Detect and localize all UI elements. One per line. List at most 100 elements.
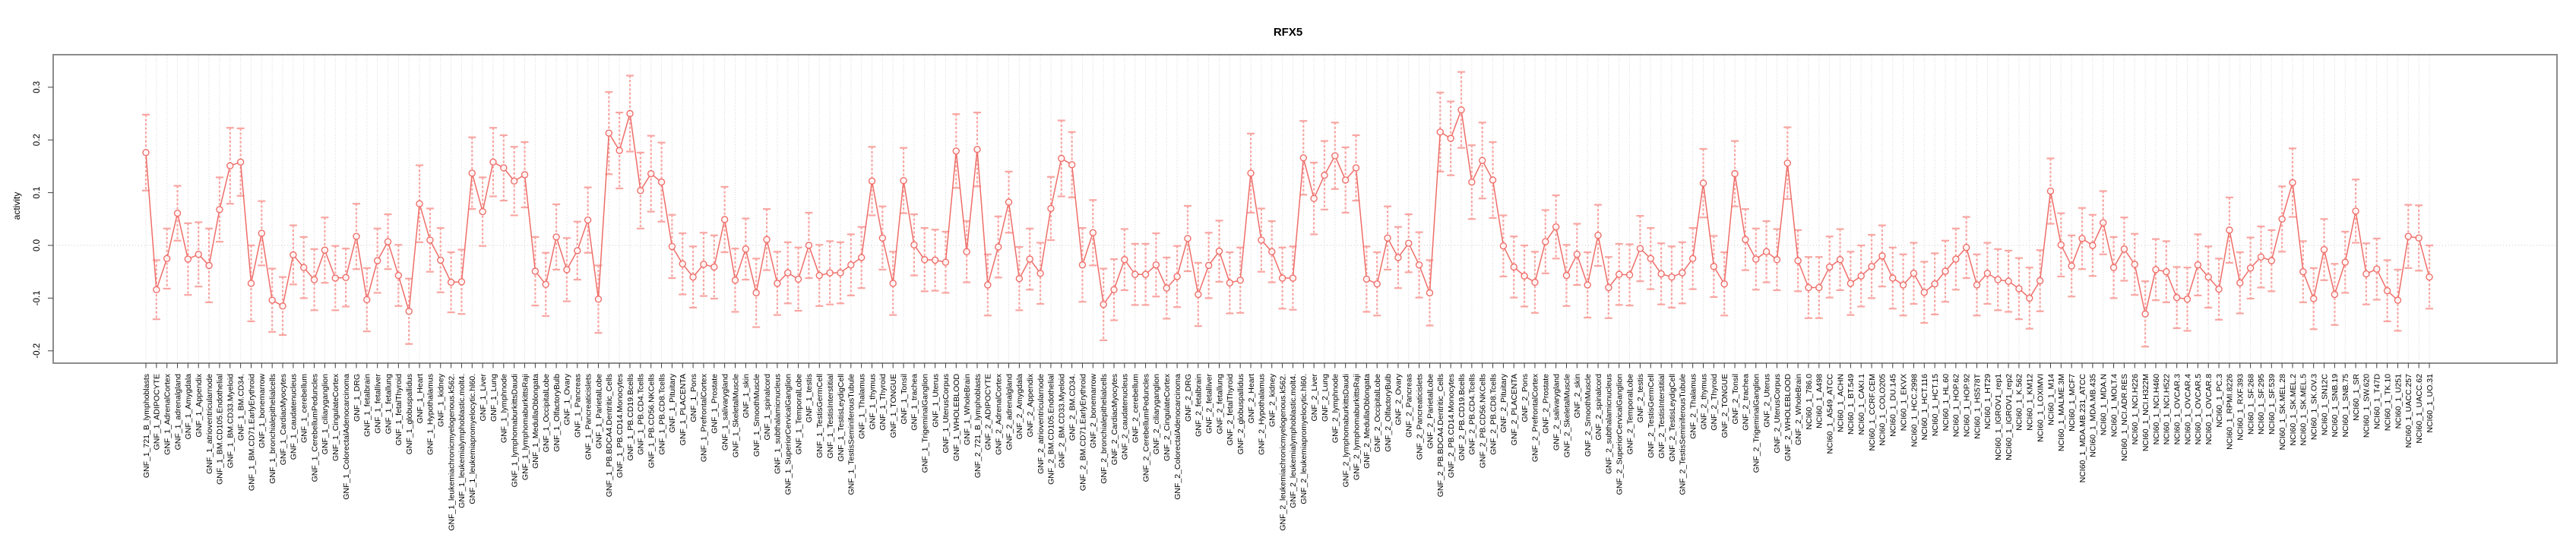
data-point: [1594, 232, 1602, 239]
data-point: [1047, 204, 1055, 213]
x-tick-label: GNF_1_TemporalLobe: [794, 374, 803, 454]
x-tick-label: GNF_1_Tonsil: [900, 374, 909, 425]
data-point: [1710, 263, 1718, 270]
x-tick-label: GNF_1_CingulateCortex: [331, 373, 340, 461]
data-point: [952, 147, 960, 155]
data-point: [1058, 154, 1065, 163]
data-point: [2341, 258, 2349, 266]
data-point: [2257, 253, 2265, 261]
x-tick-label: GNF_2_SmoothMuscle: [1584, 374, 1593, 457]
data-point: [279, 302, 286, 310]
x-tick-label: NCI60_1_CCRF.CEM: [1868, 374, 1877, 451]
x-tick-label: GNF_1_thymus: [868, 374, 877, 430]
data-point: [2215, 285, 2223, 293]
x-tick-label: GNF_1_fetallung: [384, 374, 393, 435]
data-point: [1373, 280, 1381, 288]
data-point: [1963, 244, 1970, 251]
x-tick-label: GNF_1_Thalamus: [857, 374, 866, 439]
data-point: [531, 267, 540, 275]
x-tick-label: NCI60_1_TK.10: [2383, 374, 2392, 431]
x-tick-label: NCI60_1_IGROV1_rep2: [2005, 374, 2014, 460]
data-point: [353, 232, 360, 240]
data-point: [2426, 273, 2433, 281]
x-tick-label: GNF_1_OccipitalLobe: [542, 374, 551, 452]
x-tick-label: GNF_2_skin: [1573, 374, 1582, 419]
x-tick-label: GNF_1_SmoothMuscle: [752, 374, 761, 457]
data-point: [1994, 276, 2002, 283]
data-point: [1226, 279, 1234, 286]
data-point: [1141, 270, 1150, 278]
data-point: [1762, 248, 1771, 256]
data-point: [479, 207, 486, 216]
data-point: [657, 179, 666, 186]
x-tick-label: NCI60_1_NCI.H322M: [2141, 374, 2150, 451]
data-point: [1952, 255, 1960, 263]
data-point: [1815, 283, 1823, 292]
x-tick-label: NCI60_1_PC.3: [2215, 374, 2224, 428]
data-point: [437, 256, 445, 264]
x-tick-label: NCI60_1_RPMI.8226: [2226, 374, 2235, 450]
data-point: [1321, 171, 1328, 179]
data-point: [163, 255, 171, 263]
x-tick-label: NCI60_1_HT29: [1983, 374, 1992, 429]
x-tick-label: GNF_1_spinalcord: [763, 374, 772, 441]
x-tick-label: GNF_2_subthalamicnucleus: [1605, 374, 1614, 474]
data-point: [142, 149, 150, 157]
x-tick-label: GNF_2_leukemiapromyelocytic.hl60.: [1299, 374, 1309, 504]
x-tick-label: NCI60_1_A498: [1815, 374, 1824, 428]
data-point: [468, 169, 476, 177]
x-tick-label: GNF_1_AdrenalCortex: [163, 373, 172, 455]
x-tick-label: GNF_2_ciliaryganglion: [1152, 374, 1161, 454]
x-tick-label: NCI60_1_SR: [2352, 374, 2361, 421]
x-tick-label: GNF_2_Thalamus: [1688, 374, 1698, 439]
x-tick-label: GNF_2_Pons: [1521, 374, 1530, 422]
data-point: [2394, 296, 2402, 304]
x-tick-label: GNF_1_fetalThyroid: [394, 374, 403, 446]
data-point: [742, 245, 750, 253]
plot-frame: [52, 54, 2558, 364]
data-point: [700, 261, 707, 268]
x-tick-label: NCI60_1_MDA.N: [2100, 374, 2109, 435]
x-tick-label: GNF_1_Thyroid: [878, 374, 888, 431]
data-point: [847, 261, 855, 269]
x-tick-label: GNF_1_PB.CD14.Monocytes: [616, 374, 625, 478]
y-axis-title: activity: [11, 191, 22, 220]
data-point: [300, 264, 308, 271]
x-tick-label: GNF_1_skin: [742, 374, 751, 419]
data-point: [331, 274, 339, 282]
data-point: [195, 251, 202, 258]
data-point: [1742, 236, 1749, 244]
data-point: [1036, 270, 1044, 277]
x-tick-label: GNF_1_721_B_lymphoblasts: [142, 374, 151, 478]
data-point: [889, 280, 897, 287]
data-point: [784, 269, 792, 277]
x-tick-label: GNF_1_ParietalLobe: [594, 374, 603, 449]
x-tick-label: GNF_2_Prostate: [1542, 374, 1551, 434]
x-tick-label: GNF_1_atrioventricularnode: [205, 374, 214, 474]
data-point: [1110, 286, 1118, 293]
data-point: [310, 276, 318, 283]
data-point: [679, 260, 686, 267]
data-point: [1078, 261, 1087, 269]
x-tick-label: GNF_2_atrioventricularnode: [1036, 374, 1046, 474]
x-tick-label: NCI60_1_RXF.393: [2236, 374, 2245, 441]
x-tick-label: GNF_2_leukemialymphoblastic.molt4.: [1289, 374, 1298, 508]
data-point: [973, 145, 981, 153]
x-tick-label: NCI60_1_SF.539: [2267, 374, 2277, 435]
data-point: [1215, 247, 1223, 255]
x-tick-label: GNF_2_PB.CD8.Tcells: [1489, 374, 1498, 455]
x-tick-label: GNF_2_TestisGermCell: [1647, 374, 1656, 458]
data-point: [1100, 301, 1107, 308]
data-point: [2089, 242, 2097, 249]
data-point: [574, 247, 581, 255]
x-tick-label: NCI60_1_MOLT.4: [2109, 374, 2119, 437]
y-tick-label: 0.1: [33, 187, 42, 199]
data-point: [1268, 248, 1276, 256]
data-point: [1489, 176, 1497, 184]
data-point: [290, 251, 297, 259]
x-tick-label: GNF_2_TrigeminalGanglion: [1752, 374, 1761, 473]
data-point: [2299, 268, 2307, 276]
x-tick-label: GNF_1_Pancreas: [574, 374, 583, 438]
x-tick-label: NCI60_1_SK.MEL.5: [2299, 374, 2309, 446]
x-tick-label: NCI60_1_HCT.15: [1931, 374, 1940, 436]
